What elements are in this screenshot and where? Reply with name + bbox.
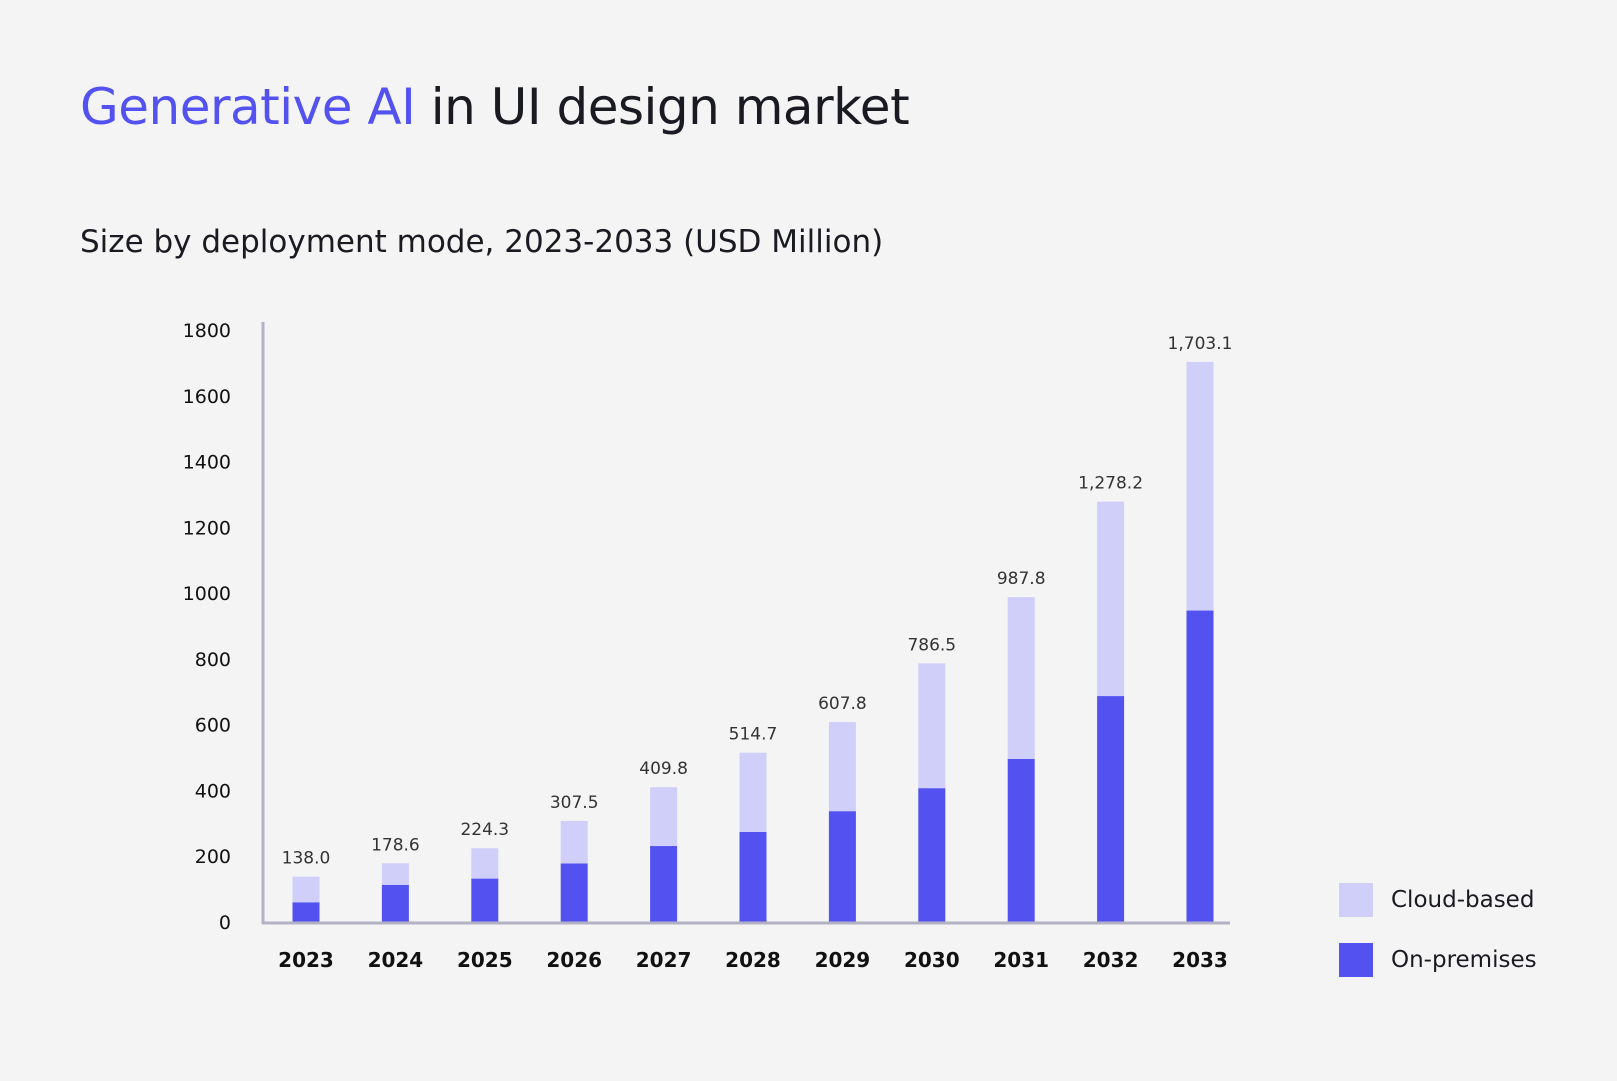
data-label-total-2031: 987.8 [997,569,1046,589]
data-label-total-2033: 1,703.1 [1168,334,1233,354]
bars-group [292,361,1214,922]
y-tick-label-800: 800 [195,649,231,671]
data-label-total-2027: 409.8 [639,759,688,779]
data-label-total-2028: 514.7 [729,725,778,745]
bar-cloud-based-2029 [828,722,856,812]
bar-cloud-based-2025 [471,848,499,879]
y-tick-label-600: 600 [195,715,231,737]
data-label-total-2029: 607.8 [818,694,867,714]
bar-on-premises-2033 [1186,610,1214,922]
bar-on-premises-2023 [292,902,320,922]
x-tick-label-2028: 2028 [725,948,781,972]
bar-cloud-based-2030 [918,663,946,789]
y-tick-label-1400: 1400 [183,452,231,474]
x-tick-label-2024: 2024 [368,948,424,972]
legend-swatch-cloud-based [1339,883,1373,917]
data-labels-group: 138.0 178.6 224.3 307.5 409.8 514.7 607.8 786.5… [282,334,1233,869]
chart-subtitle: Size by deployment mode, 2023-2033 (USD … [80,224,884,260]
y-tick-label-1200: 1200 [183,517,231,539]
data-label-total-2026: 307.5 [550,793,599,813]
x-tick-label-2031: 2031 [993,948,1049,972]
data-label-total-2032: 1,278.2 [1078,474,1143,494]
bar-on-premises-2032 [1097,696,1125,922]
y-tick-label-1000: 1000 [183,583,231,605]
bar-cloud-based-2026 [560,820,588,864]
bar-cloud-based-2024 [381,863,409,885]
y-tick-label-1600: 1600 [183,386,231,408]
y-tick-label-400: 400 [195,780,231,802]
chart-title-accent: Generative AI [80,78,416,136]
bar-on-premises-2030 [918,788,946,922]
y-tick-label-1800: 1800 [183,320,231,342]
legend-label-on-premises: On-premises [1391,947,1537,973]
legend-swatch-on-premises [1339,943,1373,977]
bar-on-premises-2027 [650,846,678,922]
data-label-total-2024: 178.6 [371,835,420,855]
bar-cloud-based-2032 [1097,501,1125,697]
bar-on-premises-2024 [381,884,409,922]
legend-label-cloud-based: Cloud-based [1391,887,1535,913]
data-label-total-2023: 138.0 [282,849,331,869]
legend-item-on-premises: On-premises [1339,942,1537,978]
x-tick-label-2023: 2023 [278,948,334,972]
bar-cloud-based-2027 [650,787,678,847]
x-tick-label-2030: 2030 [904,948,960,972]
x-tick-label-2027: 2027 [636,948,692,972]
bar-on-premises-2029 [828,811,856,922]
x-axis-ticks: 2023 2024 2025 2026 2027 2028 2029 2030 2031 2032… [278,948,1228,972]
bar-on-premises-2031 [1007,758,1035,922]
bar-cloud-based-2033 [1186,361,1214,611]
data-label-total-2030: 786.5 [907,635,956,655]
chart-title: Generative AI in UI design market [80,78,910,136]
bar-on-premises-2028 [739,831,767,922]
x-tick-label-2025: 2025 [457,948,513,972]
bar-on-premises-2025 [471,878,499,922]
y-axis-ticks: 0 200 400 600 800 1000 1200 1400 1600 1800 [183,320,231,934]
x-tick-label-2026: 2026 [546,948,602,972]
x-tick-label-2029: 2029 [815,948,871,972]
legend-item-cloud-based: Cloud-based [1339,882,1534,918]
x-tick-label-2033: 2033 [1172,948,1228,972]
chart-title-rest: in UI design market [415,78,910,136]
bar-cloud-based-2023 [292,876,320,903]
bar-on-premises-2026 [560,863,588,922]
x-tick-label-2032: 2032 [1083,948,1139,972]
y-tick-label-200: 200 [195,846,231,868]
data-label-total-2025: 224.3 [460,820,509,840]
bar-cloud-based-2031 [1007,597,1035,759]
bar-cloud-based-2028 [739,752,767,832]
y-tick-label-0: 0 [219,912,231,934]
